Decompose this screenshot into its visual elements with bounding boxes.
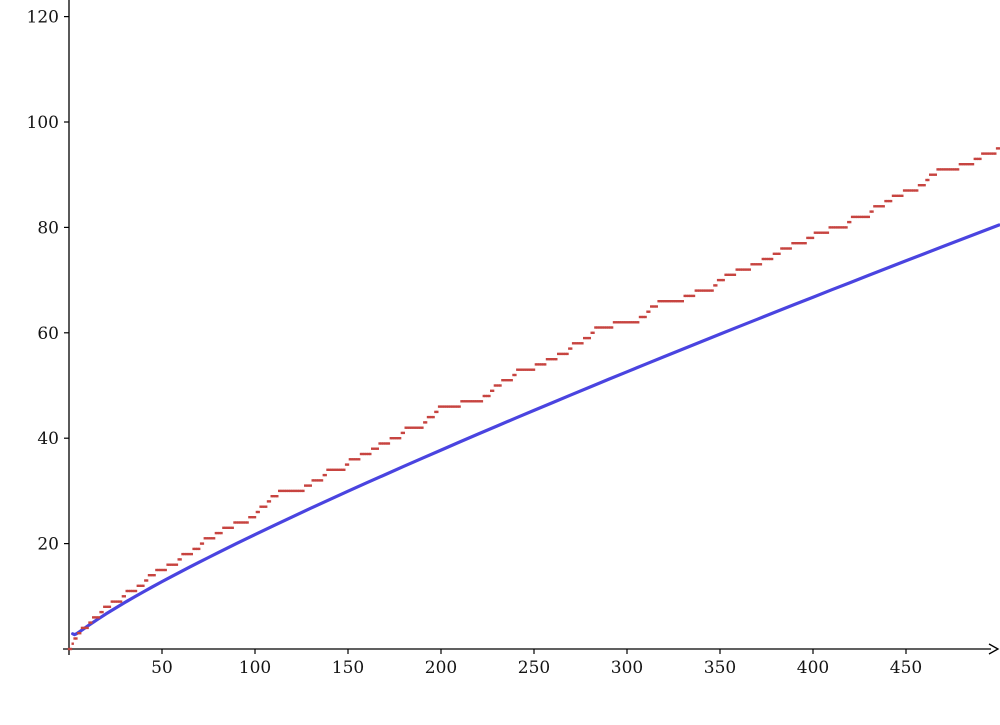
x-tick-label: 150 <box>332 658 364 678</box>
x-tick-label: 350 <box>704 658 736 678</box>
x-tick-label: 50 <box>151 658 173 678</box>
x-over-ln-x-curve <box>71 223 1000 637</box>
y-tick-label: 20 <box>37 535 59 555</box>
y-tick-label: 100 <box>27 113 59 133</box>
x-tick-label: 400 <box>797 658 829 678</box>
x-axis-arrow-icon <box>988 643 1000 655</box>
x-tick-label: 450 <box>890 658 922 678</box>
y-tick-label: 120 <box>27 8 59 28</box>
x-tick-label: 200 <box>425 658 457 678</box>
x-tick-label: 300 <box>611 658 643 678</box>
y-tick-label: 40 <box>37 429 59 449</box>
x-tick-label: 100 <box>239 658 271 678</box>
x-tick-label: 250 <box>518 658 550 678</box>
prime-counting-step-series <box>67 147 1000 651</box>
y-tick-label: 60 <box>37 324 59 344</box>
y-tick-label: 80 <box>37 218 59 238</box>
